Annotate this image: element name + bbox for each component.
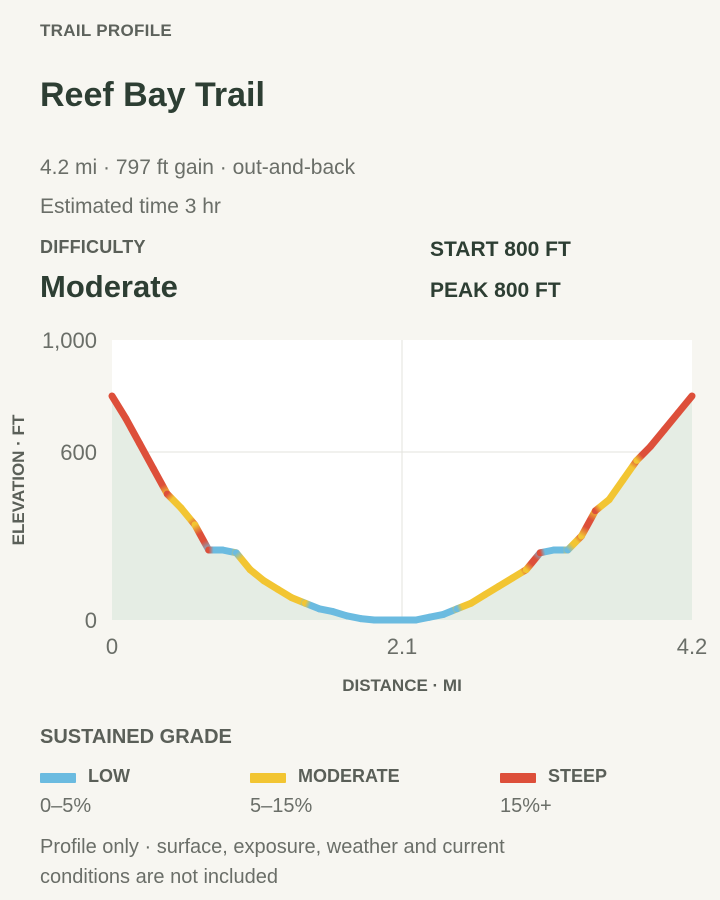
x-tick-label: 0 [106,634,118,659]
profile-segment-moderate [232,549,254,574]
x-tick-label: 4.2 [677,634,708,659]
x-tick-labels: 0 2.1 4.2 [106,634,707,659]
grid-lines [112,340,692,620]
profile-segment-steep [660,409,682,434]
legend-name-moderate: MODERATE [298,766,400,786]
difficulty-label: DIFFICULTY [40,237,146,257]
profile-segment-steep [578,507,599,540]
legend-swatch-moderate [250,773,286,783]
y-axis-label: ELEVATION · FT [9,414,28,545]
profile-segment-moderate [605,476,627,504]
profile-segment-steep [522,549,544,574]
legend-range-low: 0–5% [40,795,92,817]
y-tick-label: 0 [85,608,97,633]
legend-swatch-low [40,773,76,783]
start-elevation: START 800 FT [430,238,571,261]
estimated-time: Estimated time 3 hr [40,195,221,218]
elevation-line [108,392,696,624]
legend-swatch-steep [500,773,536,783]
trail-stats: 4.2 mi · 797 ft gain · out-and-back [40,156,356,179]
legend-name-steep: STEEP [548,766,608,786]
section-eyebrow: TRAIL PROFILE [40,21,173,40]
elevation-area [112,396,692,620]
profile-segment-moderate [619,456,641,484]
profile-segment-steep [191,521,213,554]
legend-title: SUSTAINED GRADE [40,726,232,748]
profile-segment-steep [136,440,157,473]
y-tick-labels: 0 600 1,000 [42,328,97,633]
y-tick-label: 1,000 [42,328,97,353]
elevation-chart: 0 600 1,000 0 2.1 4.2 DISTANCE · MI ELEVATIO… [9,328,707,695]
profile-segment-steep [647,426,668,450]
x-tick-label: 2.1 [387,634,418,659]
profile-segment-steep [122,414,144,448]
profile-segment-steep [108,392,130,422]
profile-segment-steep [149,465,171,498]
peak-elevation: PEAK 800 FT [430,279,561,302]
legend-name-low: LOW [88,766,130,786]
profile-segment-moderate [177,504,199,529]
profile-segment-steep [674,392,696,417]
y-tick-label: 600 [60,440,97,465]
footnote: Profile only · surface, exposure, weathe… [40,836,505,888]
legend-range-moderate: 5–15% [250,795,313,817]
trail-title: Reef Bay Trail [40,76,265,114]
legend-range-steep: 15%+ [500,795,552,817]
difficulty-value: Moderate [40,269,178,304]
x-axis-label: DISTANCE · MI [342,676,462,695]
